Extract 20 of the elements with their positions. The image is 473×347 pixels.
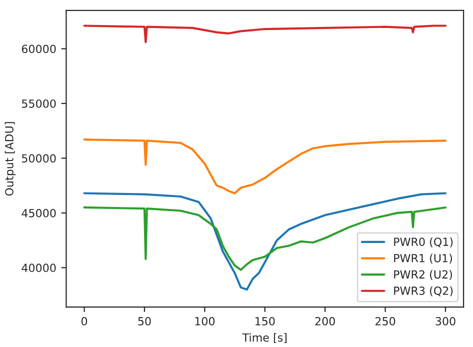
- x-tick-label: 0: [81, 317, 88, 326]
- x-axis-title: Time [s]: [242, 333, 287, 344]
- x-tick-label: 250: [375, 317, 396, 326]
- y-axis-title: Output [ADU]: [4, 122, 16, 196]
- y-tick-label: 50000: [22, 154, 56, 163]
- legend-label: PWR2 (U2): [394, 270, 452, 280]
- legend-label: PWR0 (Q1): [394, 237, 453, 248]
- y-tick-label: 40000: [22, 264, 56, 272]
- line-series: [83, 138, 447, 194]
- y-tick-label: 55000: [22, 99, 56, 108]
- legend-label: PWR1 (U1): [394, 254, 452, 264]
- line-series: [83, 24, 447, 44]
- x-tick-label: 150: [255, 317, 275, 326]
- legend-label: PWR3 (Q2): [394, 286, 453, 296]
- y-tick-label: 60000: [22, 44, 56, 54]
- x-tick-label: 200: [315, 317, 335, 326]
- y-tick-label: 45000: [22, 208, 56, 218]
- x-tick-label: 50: [138, 317, 151, 326]
- x-tick-label: 300: [436, 317, 456, 326]
- x-tick-label: 100: [195, 317, 215, 326]
